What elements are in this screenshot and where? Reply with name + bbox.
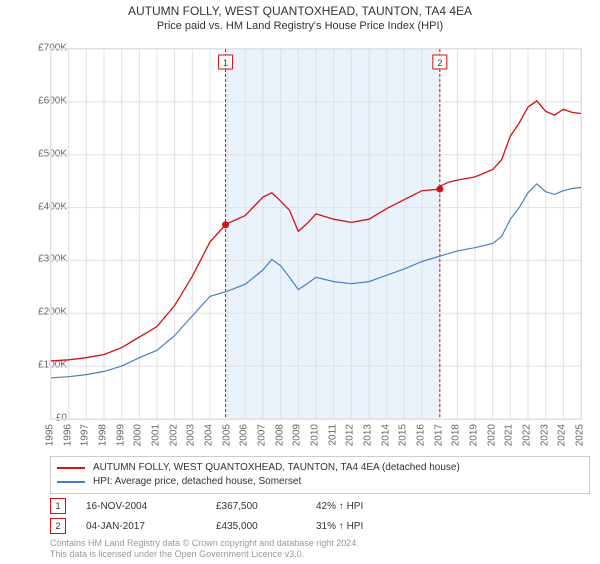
chart-svg: 12 <box>51 49 581 419</box>
x-tick-label: 2001 <box>151 424 162 446</box>
x-tick-label: 1995 <box>45 424 56 446</box>
x-tick-label: 2002 <box>168 424 179 446</box>
footer-line-1: Contains HM Land Registry data © Crown c… <box>50 538 359 549</box>
chart-container: AUTUMN FOLLY, WEST QUANTOXHEAD, TAUNTON,… <box>0 4 600 564</box>
svg-text:1: 1 <box>223 58 228 68</box>
plot-area: 12 <box>50 48 582 420</box>
x-tick-label: 2016 <box>416 424 427 446</box>
x-tick-label: 2012 <box>345 424 356 446</box>
x-tick-label: 2025 <box>575 424 586 446</box>
x-tick-label: 1997 <box>80 424 91 446</box>
footer-attribution: Contains HM Land Registry data © Crown c… <box>50 538 359 560</box>
x-tick-label: 2006 <box>239 424 250 446</box>
transaction-price-1: £367,500 <box>216 501 296 512</box>
x-tick-label: 2005 <box>221 424 232 446</box>
legend-label-1: AUTUMN FOLLY, WEST QUANTOXHEAD, TAUNTON,… <box>93 461 460 475</box>
transaction-row-1: 1 16-NOV-2004 £367,500 42% ↑ HPI <box>50 498 416 514</box>
svg-text:2: 2 <box>437 58 442 68</box>
x-tick-label: 2019 <box>469 424 480 446</box>
x-tick-label: 1996 <box>62 424 73 446</box>
legend-series-hpi: HPI: Average price, detached house, Some… <box>57 475 583 489</box>
x-tick-label: 2021 <box>504 424 515 446</box>
legend-box: AUTUMN FOLLY, WEST QUANTOXHEAD, TAUNTON,… <box>50 456 590 494</box>
x-tick-label: 2015 <box>398 424 409 446</box>
x-tick-label: 2014 <box>380 424 391 446</box>
chart-title: AUTUMN FOLLY, WEST QUANTOXHEAD, TAUNTON,… <box>0 4 600 18</box>
x-tick-label: 1999 <box>115 424 126 446</box>
chart-subtitle: Price paid vs. HM Land Registry's House … <box>0 20 600 32</box>
transaction-marker-1: 1 <box>50 498 66 514</box>
transaction-row-2: 2 04-JAN-2017 £435,000 31% ↑ HPI <box>50 518 416 534</box>
footer-line-2: This data is licensed under the Open Gov… <box>50 549 359 560</box>
x-tick-label: 2011 <box>327 424 338 446</box>
x-tick-label: 2004 <box>204 424 215 446</box>
legend-swatch-1 <box>57 467 85 469</box>
transaction-date-1: 16-NOV-2004 <box>86 501 196 512</box>
transaction-marker-2: 2 <box>50 518 66 534</box>
transaction-price-2: £435,000 <box>216 521 296 532</box>
x-tick-label: 2010 <box>310 424 321 446</box>
x-tick-label: 2000 <box>133 424 144 446</box>
x-tick-label: 2017 <box>433 424 444 446</box>
x-tick-label: 2020 <box>486 424 497 446</box>
x-tick-label: 2022 <box>522 424 533 446</box>
x-tick-label: 2009 <box>292 424 303 446</box>
transaction-hpi-1: 42% ↑ HPI <box>316 501 416 512</box>
x-tick-label: 2024 <box>557 424 568 446</box>
x-tick-label: 1998 <box>98 424 109 446</box>
transaction-hpi-2: 31% ↑ HPI <box>316 521 416 532</box>
x-tick-label: 2023 <box>539 424 550 446</box>
legend-series-property: AUTUMN FOLLY, WEST QUANTOXHEAD, TAUNTON,… <box>57 461 583 475</box>
x-tick-label: 2008 <box>274 424 285 446</box>
legend-swatch-2 <box>57 481 85 483</box>
legend-label-2: HPI: Average price, detached house, Some… <box>93 475 301 489</box>
x-tick-label: 2013 <box>363 424 374 446</box>
x-tick-label: 2003 <box>186 424 197 446</box>
x-tick-label: 2018 <box>451 424 462 446</box>
transaction-date-2: 04-JAN-2017 <box>86 521 196 532</box>
x-tick-label: 2007 <box>257 424 268 446</box>
